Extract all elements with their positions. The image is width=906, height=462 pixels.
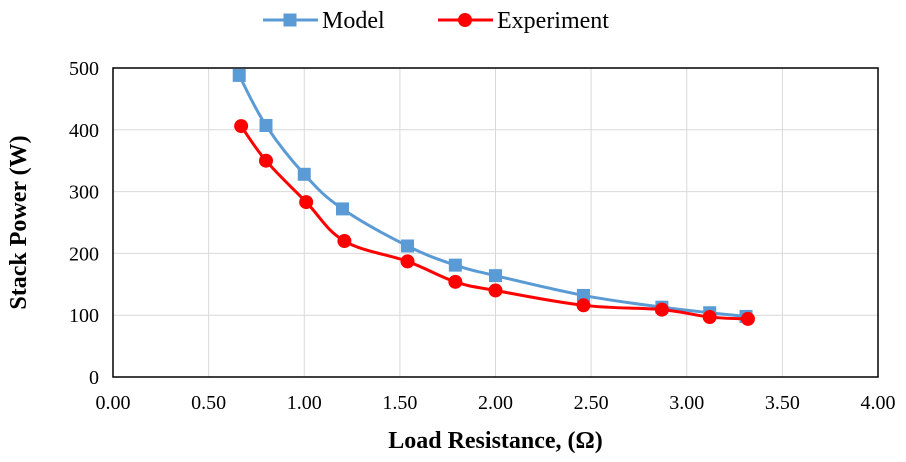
data-point-experiment <box>234 119 249 134</box>
data-point-model <box>401 239 415 253</box>
data-point-model <box>489 269 502 283</box>
legend-label-experiment: Experiment <box>497 8 609 34</box>
data-point-experiment <box>299 195 314 210</box>
data-point-experiment <box>740 311 755 326</box>
x-tick-label: 1.00 <box>287 392 322 414</box>
y-tick-label: 200 <box>69 243 99 265</box>
data-point-experiment <box>576 298 591 313</box>
data-point-model <box>336 202 349 216</box>
x-tick-label: 0.50 <box>191 392 226 414</box>
data-point-experiment <box>702 310 717 325</box>
data-point-experiment <box>400 254 415 269</box>
x-tick-label: 1.50 <box>382 392 417 414</box>
y-tick-label: 100 <box>69 305 99 327</box>
legend-marker-model <box>283 13 297 27</box>
x-tick-label: 0.00 <box>96 392 131 414</box>
x-tick-label: 2.00 <box>478 392 513 414</box>
data-point-model <box>448 258 462 272</box>
data-point-experiment <box>259 153 273 168</box>
y-tick-label: 500 <box>69 58 99 80</box>
y-axis-title: Stack Power (W) <box>6 135 32 309</box>
y-tick-label: 400 <box>69 120 99 142</box>
x-tick-label: 4.00 <box>861 392 896 414</box>
data-point-experiment <box>337 234 352 249</box>
x-tick-label: 3.00 <box>669 392 704 414</box>
legend-label-model: Model <box>322 8 385 34</box>
y-tick-label: 0 <box>89 367 99 389</box>
series-model <box>232 68 753 323</box>
data-point-model <box>259 118 273 132</box>
data-point-experiment <box>654 302 669 317</box>
x-axis-title: Load Resistance, (Ω) <box>388 428 603 454</box>
plot-area-border <box>112 67 879 378</box>
data-point-experiment <box>448 274 463 289</box>
legend-item-experiment: Experiment <box>438 8 609 34</box>
data-point-model <box>232 68 246 82</box>
grid <box>112 67 879 378</box>
data-point-experiment <box>488 283 503 298</box>
legend: Model Experiment <box>263 8 609 34</box>
y-tick-label: 300 <box>69 182 99 204</box>
legend-item-model: Model <box>263 8 385 34</box>
data-point-model <box>297 167 311 181</box>
legend-marker-experiment <box>458 13 472 27</box>
x-tick-label: 2.50 <box>574 392 609 414</box>
x-tick-label: 3.50 <box>765 392 800 414</box>
series-group <box>232 68 755 326</box>
series-experiment <box>234 119 755 326</box>
data-point-model <box>576 288 590 302</box>
tick-labels: 0.00 0.50 1.00 1.50 2.00 2.50 3.00 3.50 4.00 0 100… <box>69 58 896 414</box>
